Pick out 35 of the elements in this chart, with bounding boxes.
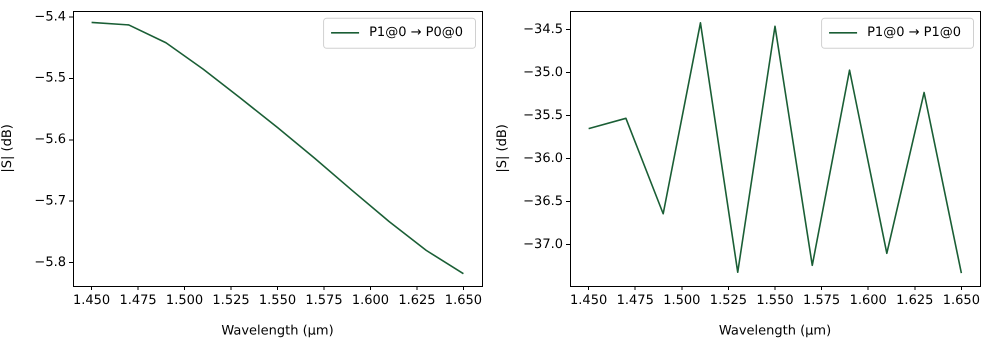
y-tick-label: −36.0 <box>523 151 563 166</box>
y-axis-title: |S| (dB) <box>495 124 510 173</box>
legend-label: P1@0 → P1@0 <box>867 25 961 40</box>
x-tick-label: 1.550 <box>756 293 794 308</box>
x-tick-label: 1.500 <box>663 293 700 308</box>
y-tick-label: −35.5 <box>523 108 563 124</box>
x-tick-label: 1.600 <box>352 293 390 308</box>
y-tick-label: −5.5 <box>34 70 66 86</box>
y-tick-label: −36.5 <box>523 194 563 210</box>
x-tick-label: 1.475 <box>119 293 157 308</box>
y-tick-label: −37.0 <box>523 237 563 252</box>
x-tick-label: 1.450 <box>570 293 608 308</box>
x-tick-label: 1.525 <box>212 293 250 308</box>
y-tick-label: −5.8 <box>34 255 66 270</box>
x-tick-label: 1.650 <box>444 293 482 308</box>
x-tick-label: 1.550 <box>258 293 296 308</box>
x-axis-title: Wavelength (µm) <box>221 324 334 339</box>
x-tick-label: 1.575 <box>802 293 840 308</box>
x-tick-label: 1.625 <box>398 293 436 308</box>
legend-label: P1@0 → P0@0 <box>369 25 463 40</box>
y-tick-label: −5.4 <box>34 9 66 24</box>
x-tick-label: 1.450 <box>72 293 110 308</box>
x-tick-label: 1.600 <box>850 293 887 308</box>
y-tick-label: −5.6 <box>34 132 66 148</box>
x-tick-label: 1.625 <box>896 293 934 308</box>
x-tick-label: 1.475 <box>616 293 654 308</box>
y-axis-title: |S| (dB) <box>0 124 16 173</box>
y-tick-label: −5.7 <box>34 194 66 209</box>
y-tick-label: −34.5 <box>523 22 563 38</box>
x-tick-label: 1.650 <box>942 293 980 308</box>
y-tick-label: −35.0 <box>523 65 563 80</box>
x-axis-title: Wavelength (µm) <box>718 324 832 339</box>
x-tick-label: 1.525 <box>710 293 748 308</box>
x-tick-label: 1.500 <box>166 293 204 308</box>
x-tick-label: 1.575 <box>305 293 343 308</box>
